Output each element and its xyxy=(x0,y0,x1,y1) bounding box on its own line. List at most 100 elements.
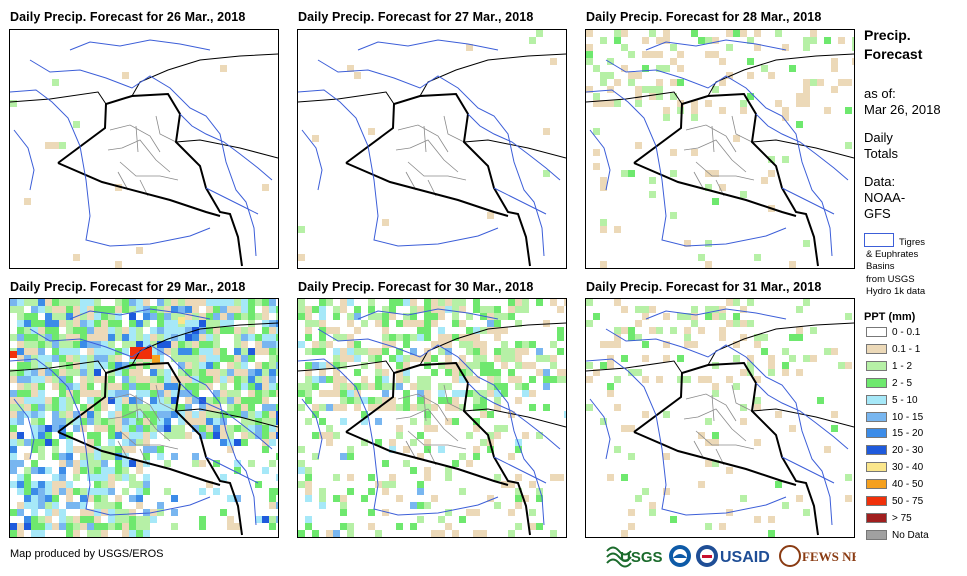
precip-cell xyxy=(136,418,143,425)
precip-cell xyxy=(129,530,136,537)
precip-cell xyxy=(417,355,424,362)
precip-cell xyxy=(515,523,522,530)
precip-cell xyxy=(543,128,550,135)
precip-cell xyxy=(726,299,733,306)
precip-cell xyxy=(115,453,122,460)
precip-cell xyxy=(192,362,199,369)
precip-cell xyxy=(550,341,557,348)
precip-cell xyxy=(17,369,24,376)
precip-cell xyxy=(115,502,122,509)
precip-cell xyxy=(130,347,152,359)
precip-cell xyxy=(726,376,733,383)
precip-cell xyxy=(333,334,340,341)
precip-cell xyxy=(129,334,136,341)
precip-cell xyxy=(452,369,459,376)
iraq-border xyxy=(633,361,819,536)
precip-cell xyxy=(361,495,368,502)
data-line2: NOAA- xyxy=(864,190,906,205)
precip-cell xyxy=(164,306,171,313)
precip-cell xyxy=(52,341,59,348)
precip-cell xyxy=(656,327,663,334)
precip-cell xyxy=(607,390,614,397)
precip-cell xyxy=(305,495,312,502)
precip-cell xyxy=(262,299,269,306)
precip-cell xyxy=(178,306,185,313)
precip-cell xyxy=(178,334,185,341)
precip-cell xyxy=(789,355,796,362)
precip-cell xyxy=(389,306,396,313)
precip-cell xyxy=(31,467,38,474)
precip-cell xyxy=(501,355,508,362)
precip-cell xyxy=(677,100,684,107)
precip-cell xyxy=(614,376,621,383)
precip-cell xyxy=(347,453,354,460)
precip-cell xyxy=(31,334,38,341)
precip-cell xyxy=(747,320,754,327)
precip-cell xyxy=(424,502,431,509)
precip-cell xyxy=(487,495,494,502)
precip-cell xyxy=(45,369,52,376)
precip-cell xyxy=(593,369,600,376)
precip-cell xyxy=(607,72,614,79)
iraq-border-south xyxy=(57,431,221,486)
precip-cell xyxy=(347,348,354,355)
precip-cell xyxy=(241,369,248,376)
precip-cell xyxy=(143,411,150,418)
precip-cell xyxy=(115,425,122,432)
precip-cell xyxy=(445,383,452,390)
precip-cell xyxy=(87,530,94,537)
precip-cell xyxy=(431,369,438,376)
precip-cell xyxy=(494,502,501,509)
legend-label: 5 - 10 xyxy=(892,394,918,406)
precip-cell xyxy=(515,341,522,348)
precip-cell xyxy=(87,320,94,327)
precip-cell xyxy=(487,369,494,376)
precip-cell xyxy=(445,418,452,425)
precip-cell xyxy=(255,390,262,397)
precip-cell xyxy=(115,446,122,453)
precip-cell xyxy=(136,376,143,383)
precip-cell xyxy=(101,418,108,425)
basin-outline xyxy=(467,382,561,450)
map-credit: Map produced by USGS/EROS xyxy=(10,548,164,560)
precip-cell xyxy=(382,306,389,313)
precip-cell xyxy=(445,523,452,530)
precip-cell xyxy=(206,348,213,355)
usaid-logo: USAID xyxy=(720,549,770,566)
precip-cell xyxy=(663,411,670,418)
precip-cell xyxy=(480,341,487,348)
precip-cell xyxy=(199,523,206,530)
precip-cell xyxy=(298,341,305,348)
precip-cell xyxy=(108,425,115,432)
agency-logos: USGS USAID FEWS NET xyxy=(606,545,856,568)
precip-cell xyxy=(171,509,178,516)
precip-cell xyxy=(59,397,66,404)
precip-cell xyxy=(487,212,494,219)
precip-cell xyxy=(417,327,424,334)
precip-cell xyxy=(775,411,782,418)
precip-cell xyxy=(248,383,255,390)
precip-cell xyxy=(417,432,424,439)
precip-cell xyxy=(38,369,45,376)
precip-cell xyxy=(347,341,354,348)
precip-cell xyxy=(220,397,227,404)
precip-cell xyxy=(438,313,445,320)
precip-cell xyxy=(101,306,108,313)
precip-cell xyxy=(473,299,480,306)
precip-cell xyxy=(754,334,761,341)
precip-cell xyxy=(508,481,515,488)
precip-cell xyxy=(410,355,417,362)
precip-cell xyxy=(515,376,522,383)
basin-outline xyxy=(29,328,257,526)
precip-cell xyxy=(206,404,213,411)
precip-cell xyxy=(403,376,410,383)
precip-cell xyxy=(340,362,347,369)
precip-cell xyxy=(705,37,712,44)
precip-cell xyxy=(705,240,712,247)
precip-cell xyxy=(45,488,52,495)
precip-cell xyxy=(213,397,220,404)
precip-cell xyxy=(38,418,45,425)
precip-cell xyxy=(66,446,73,453)
precip-cell xyxy=(319,334,326,341)
precip-cell xyxy=(340,299,347,306)
